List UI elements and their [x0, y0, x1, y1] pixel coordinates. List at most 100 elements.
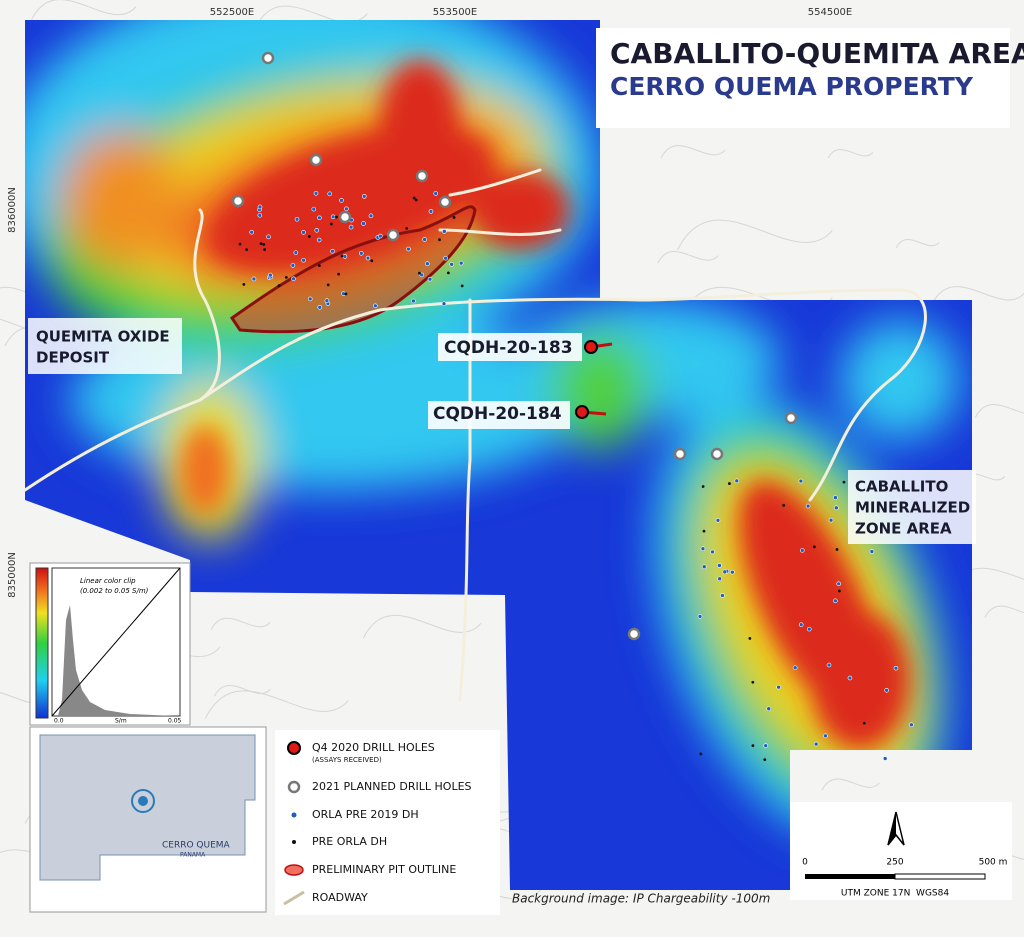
contour: [362, 615, 482, 639]
orla-drill-hole: [411, 298, 416, 304]
orla-drill-hole: [443, 255, 448, 261]
contour: [31, 0, 137, 20]
legend-symbol: [292, 840, 296, 844]
planned-drill-hole: [710, 447, 724, 461]
area-label: MINERALIZED: [855, 499, 970, 517]
title-box: [596, 28, 1010, 128]
legend-symbol: [287, 780, 301, 794]
planned-drill-hole: [231, 194, 245, 208]
contour: [827, 149, 874, 159]
orla-drill-hole: [251, 276, 257, 282]
pre-orla-drill-hole: [405, 226, 409, 230]
contour: [660, 145, 726, 159]
pre-orla-drill-hole: [414, 198, 418, 202]
pre-orla-drill-hole: [835, 548, 839, 551]
orla-drill-hole: [710, 549, 715, 555]
orla-drill-hole: [348, 224, 354, 230]
legend-label: ORLA PRE 2019 DH: [312, 808, 419, 821]
easting-label: 554500E: [808, 7, 853, 18]
scale-tick: 500 m: [979, 858, 1008, 868]
area-label: DEPOSIT: [36, 349, 110, 367]
pre-orla-drill-hole: [438, 238, 441, 242]
orla-drill-hole: [893, 665, 899, 671]
pre-orla-drill-hole: [263, 248, 267, 251]
orla-drill-hole: [266, 234, 271, 240]
orla-drill-hole: [358, 250, 364, 256]
orla-drill-hole: [834, 505, 839, 511]
orla-drill-hole: [869, 549, 875, 554]
orla-drill-hole: [884, 687, 889, 693]
color-bar-axis: 0.05: [168, 718, 182, 725]
contour: [657, 251, 719, 264]
legend-label: Q4 2020 DRILL HOLES: [312, 741, 435, 754]
contour: [974, 404, 1024, 418]
legend-label: PRELIMINARY PIT OUTLINE: [312, 863, 456, 876]
orla-drill-hole: [428, 209, 434, 214]
orla-drill-hole: [307, 296, 313, 302]
pre-orla-drill-hole: [277, 284, 281, 287]
orla-drill-hole: [313, 191, 319, 196]
orla-drill-hole: [836, 581, 842, 587]
orla-drill-hole: [249, 229, 255, 235]
orla-drill-hole: [730, 569, 735, 575]
contour: [931, 286, 1024, 305]
orla-drill-hole: [330, 214, 336, 220]
color-bar-title: Linear color clip: [80, 577, 136, 585]
orla-drill-hole: [449, 262, 454, 267]
planned-drill-hole: [415, 169, 429, 183]
contour: [210, 617, 271, 630]
orla-drill-hole: [368, 213, 374, 219]
legend: Q4 2020 DRILL HOLES (ASSAYS RECEIVED) 2021…: [275, 730, 500, 915]
pre-orla-drill-hole: [418, 271, 421, 275]
legend-symbol: [287, 741, 301, 755]
orla-drill-hole: [311, 206, 317, 212]
pre-orla-drill-hole: [337, 272, 341, 276]
q4-drill-hole: [584, 340, 598, 354]
pre-orla-drill-hole: [326, 283, 330, 287]
orla-drill-hole: [361, 221, 366, 226]
orla-drill-hole: [826, 662, 832, 668]
area-label: QUEMITA OXIDE: [36, 328, 170, 346]
orla-drill-hole: [701, 564, 707, 570]
orla-drill-hole: [373, 303, 378, 309]
orla-drill-hole: [799, 548, 805, 553]
pre-orla-drill-hole: [262, 243, 266, 246]
contour: [984, 605, 1024, 618]
pre-orla-drill-hole: [370, 259, 374, 263]
contour: [677, 219, 833, 251]
orla-drill-hole: [805, 503, 811, 509]
legend-symbol: [291, 812, 297, 818]
legend-symbol: [284, 864, 304, 876]
legend-label: 2021 PLANNED DRILL HOLES: [312, 780, 472, 793]
easting-label: 552500E: [210, 7, 255, 18]
pre-orla-drill-hole: [245, 248, 249, 252]
orla-drill-hole: [361, 194, 367, 199]
locator-country: PANAMA: [180, 852, 206, 859]
legend-label: ROADWAY: [312, 891, 368, 904]
pre-orla-drill-hole: [238, 242, 242, 246]
orla-drill-hole: [344, 206, 349, 212]
orla-drill-hole: [427, 276, 433, 282]
scale-tick: 0: [802, 858, 808, 868]
orla-drill-hole: [722, 569, 728, 575]
orla-drill-hole: [365, 255, 371, 261]
map-title: CABALLITO-QUEMITA AREA: [610, 37, 1024, 70]
orla-drill-hole: [458, 260, 464, 266]
orla-drill-hole: [697, 614, 703, 619]
orla-drill-hole: [314, 227, 320, 233]
orla-drill-hole: [422, 237, 427, 242]
planned-drill-hole: [784, 411, 798, 425]
label-box: [848, 470, 976, 544]
pre-orla-drill-hole: [340, 254, 344, 258]
pre-orla-drill-hole: [699, 752, 703, 756]
orla-drill-hole: [823, 733, 828, 739]
pre-orla-drill-hole: [307, 234, 311, 238]
color-bar-axis: S/m: [115, 718, 127, 725]
pre-orla-drill-hole: [728, 482, 731, 485]
orla-drill-hole: [330, 248, 335, 254]
orla-drill-hole: [776, 684, 781, 690]
orla-drill-hole: [763, 743, 769, 748]
pre-orla-drill-hole: [317, 264, 321, 268]
planned-drill-hole: [309, 153, 323, 167]
